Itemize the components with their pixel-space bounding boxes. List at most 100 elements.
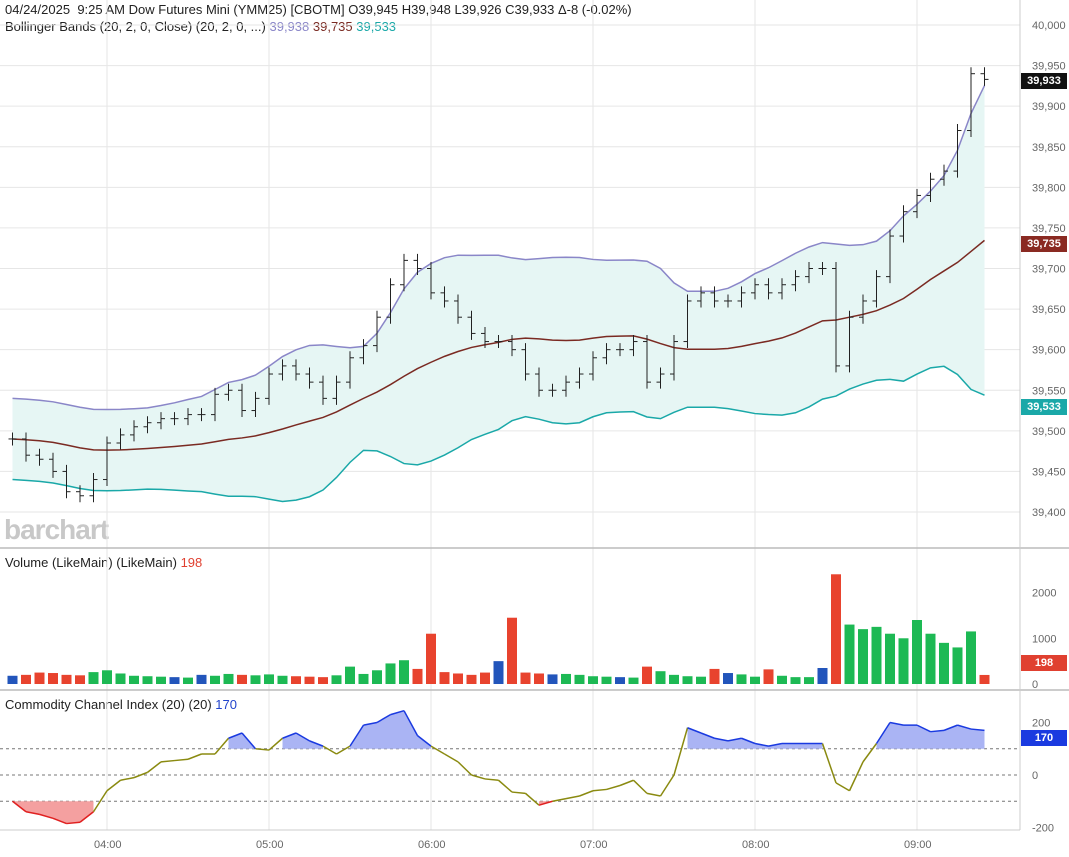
volume-bar (493, 661, 504, 684)
volume-bar (952, 647, 963, 684)
volume-bar (574, 674, 585, 684)
volume-bar (345, 666, 355, 684)
volume-bar (547, 674, 558, 684)
middle-band-tag: 39,735 (1021, 236, 1067, 252)
price-tick-label: 39,950 (1032, 61, 1066, 73)
cci-line-segment (417, 735, 432, 747)
volume-bar (723, 673, 733, 684)
volume-bar (790, 677, 801, 684)
volume-bar (61, 674, 72, 684)
time-tick-label: 09:00 (904, 839, 932, 851)
cci-line-segment (687, 727, 702, 734)
volume-bar (318, 677, 328, 684)
cci-line-segment (66, 821, 81, 825)
volume-bar (264, 674, 274, 684)
cci-tick-label: 200 (1032, 718, 1050, 730)
volume-bar (358, 673, 369, 684)
volume-bar (453, 673, 463, 684)
cci-line-segment (848, 761, 864, 792)
cci-line-segment (957, 724, 972, 730)
volume-bar (88, 672, 99, 684)
cci-line-segment (79, 811, 94, 823)
price-tick-label: 39,800 (1032, 182, 1066, 194)
volume-bar (372, 670, 382, 684)
cci-line-segment (52, 817, 67, 825)
cci-line-segment (916, 724, 931, 733)
price-tick-label: 39,850 (1032, 142, 1066, 154)
volume-bar (331, 675, 342, 684)
cci-line-segment (511, 791, 526, 795)
volume-bar (601, 676, 612, 684)
cci-tick-label: 0 (1032, 770, 1038, 782)
volume-bar (871, 626, 882, 684)
volume-bar (966, 631, 976, 684)
volume-bar (628, 677, 639, 684)
volume-bar (507, 617, 517, 684)
volume-tick-label: 2000 (1032, 588, 1056, 600)
volume-bar (115, 673, 126, 684)
cci-fill (228, 733, 256, 749)
volume-bar (696, 676, 706, 684)
volume-bar (412, 668, 423, 684)
volume-bar (682, 676, 693, 684)
cci-line-segment (714, 737, 729, 742)
cci-line-segment (525, 792, 540, 806)
volume-bar (831, 574, 841, 684)
volume-bar (588, 676, 598, 684)
volume-bar (561, 673, 571, 684)
cci-tag: 170 (1021, 730, 1067, 746)
cci-line-segment (349, 724, 365, 747)
cci-line-segment (552, 797, 567, 802)
cci-line-segment (25, 811, 40, 816)
volume-bar (885, 633, 895, 684)
volume-bar (763, 669, 774, 684)
volume-bar (925, 633, 936, 684)
lower-band-tag: 39,533 (1021, 399, 1067, 415)
bollinger-fill (12, 85, 985, 502)
cci-line-segment (592, 788, 607, 792)
volume-bar (858, 629, 868, 684)
cci-line-segment (930, 729, 945, 733)
volume-bar (304, 676, 315, 684)
volume-bar (291, 676, 301, 684)
cci-line-segment (943, 724, 958, 732)
volume-bar (156, 676, 166, 684)
volume-bar (844, 624, 855, 684)
volume-bar (750, 676, 760, 684)
cci-line-segment (457, 761, 473, 776)
volume-bar (817, 668, 828, 684)
volume-bar (21, 674, 31, 684)
volume-bar (480, 672, 490, 684)
volume-bar (439, 672, 450, 684)
volume-bar (210, 675, 220, 684)
cci-line-segment (403, 710, 419, 736)
cci-line-segment (673, 727, 689, 776)
volume-bar (183, 677, 193, 684)
cci-fill (876, 722, 985, 749)
volume-bar (129, 675, 139, 684)
cci-line-segment (214, 737, 230, 755)
cci-line-segment (322, 745, 337, 755)
price-tick-label: 40,000 (1032, 20, 1066, 32)
cci-line-segment (309, 740, 324, 747)
cci-line-segment (160, 759, 175, 763)
cci-line-segment (376, 713, 391, 724)
volume-bar (75, 675, 85, 684)
cci-line-segment (484, 778, 499, 781)
cci-line-segment (133, 771, 148, 779)
bollinger-legend: Bollinger Bands (20, 2, 0, Close) (20, 2… (5, 19, 397, 34)
cci-line-segment (619, 779, 634, 787)
cci-line-segment (147, 761, 162, 773)
barchart-logo: barchart (4, 514, 109, 545)
volume-bar (642, 666, 652, 684)
cci-line-segment (768, 742, 783, 747)
cci-line-segment (579, 790, 594, 797)
cci-fill (12, 801, 94, 824)
price-tick-label: 39,500 (1032, 426, 1066, 438)
price-tick-label: 39,700 (1032, 264, 1066, 276)
volume-bar (48, 673, 58, 684)
cci-line-segment (295, 732, 310, 742)
volume-bar (669, 674, 679, 684)
cci-line-segment (835, 782, 850, 792)
